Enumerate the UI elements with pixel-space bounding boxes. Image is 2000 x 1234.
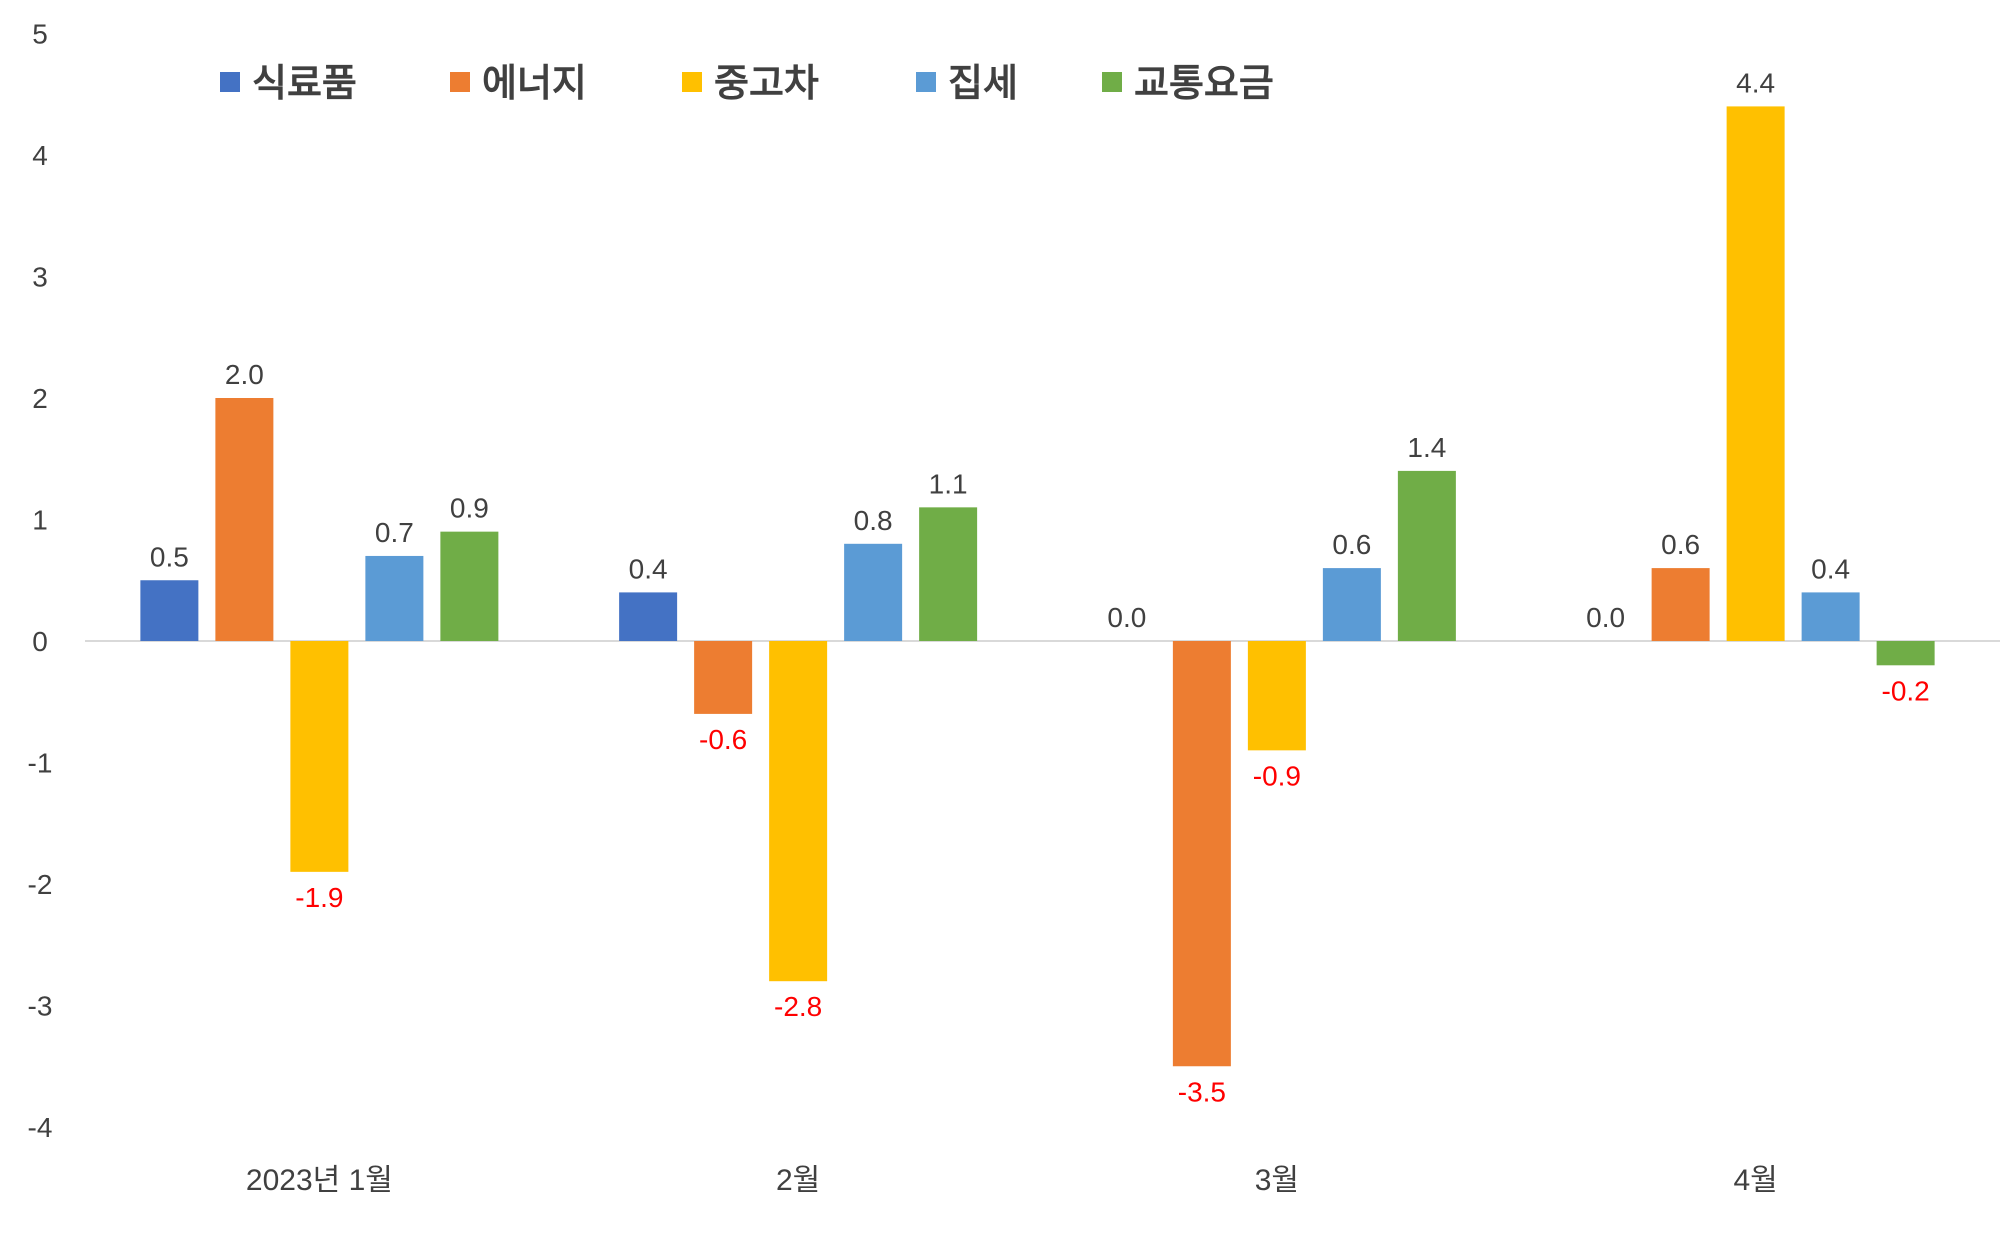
bar-3-2 xyxy=(769,641,828,982)
legend-label: 교통요금 xyxy=(1134,61,1274,105)
y-tick-label: 0 xyxy=(32,626,48,657)
data-label: -2.8 xyxy=(774,991,822,1022)
data-label: 2.0 xyxy=(225,359,264,390)
bar-4-4 xyxy=(1801,592,1860,641)
data-label: 0.5 xyxy=(150,541,189,572)
data-label: 0.0 xyxy=(1107,602,1146,633)
legend-swatch xyxy=(682,72,702,92)
data-label: 0.9 xyxy=(450,493,489,524)
data-label: 0.0 xyxy=(1586,602,1625,633)
y-tick-label: 3 xyxy=(32,262,48,293)
data-label: 0.4 xyxy=(1811,553,1850,584)
data-label: -1.9 xyxy=(295,882,343,913)
legend-swatch xyxy=(916,72,936,92)
data-labels: 0.5 2.0 -1.9 0.7 0.9 0.4 -0.6 -2.8 0.8 1.1 0.0 -3.5… xyxy=(150,67,1930,1107)
bar-3-1 xyxy=(290,641,349,872)
bar-5-3 xyxy=(1397,470,1456,641)
bar-1-1 xyxy=(140,580,199,641)
data-label: -0.2 xyxy=(1882,675,1930,706)
y-tick-label: 5 xyxy=(32,19,48,50)
data-label: 1.1 xyxy=(929,468,968,499)
y-axis-ticks: 5 4 3 2 1 0 -1 -2 -3 -4 xyxy=(28,19,53,1144)
legend-swatch xyxy=(450,72,470,92)
bar-5-1 xyxy=(440,531,499,641)
data-label: -3.5 xyxy=(1178,1076,1226,1107)
bar-5-2 xyxy=(919,507,978,641)
legend-swatch xyxy=(1102,72,1122,92)
y-tick-label: -1 xyxy=(28,748,53,779)
legend: 식료품 에너지 중고차 집세 교통요금 xyxy=(220,61,1274,105)
y-tick-label: 2 xyxy=(32,383,48,414)
legend-label: 식료품 xyxy=(252,61,357,105)
data-label: 0.4 xyxy=(629,553,668,584)
y-tick-label: -2 xyxy=(28,869,53,900)
bar-3-4 xyxy=(1726,106,1785,641)
y-tick-label: 1 xyxy=(32,505,48,536)
data-label: 0.6 xyxy=(1661,529,1700,560)
bar-2-3 xyxy=(1172,641,1231,1067)
y-tick-label: -4 xyxy=(28,1112,53,1143)
bar-1-2 xyxy=(619,592,678,641)
bar-4-2 xyxy=(844,543,903,641)
x-category-label: 4월 xyxy=(1733,1164,1777,1197)
legend-swatch xyxy=(220,72,240,92)
bar-2-1 xyxy=(215,398,274,641)
bars xyxy=(140,106,1935,1067)
legend-label: 에너지 xyxy=(482,61,587,105)
x-category-label: 3월 xyxy=(1255,1164,1299,1197)
bar-4-1 xyxy=(365,555,424,641)
bar-2-4 xyxy=(1651,568,1710,641)
data-label: -0.6 xyxy=(699,724,747,755)
x-axis-categories: 2023년 1월 2월 3월 4월 xyxy=(246,1164,1778,1197)
x-category-label: 2월 xyxy=(776,1164,820,1197)
bar-2-2 xyxy=(694,641,753,714)
bar-4-3 xyxy=(1322,568,1381,641)
data-label: 0.8 xyxy=(854,505,893,536)
data-label: -0.9 xyxy=(1253,760,1301,791)
data-label: 0.6 xyxy=(1332,529,1371,560)
x-category-label: 2023년 1월 xyxy=(246,1164,393,1197)
legend-label: 중고차 xyxy=(714,61,819,105)
y-tick-label: -3 xyxy=(28,991,53,1022)
bar-5-4 xyxy=(1876,641,1935,666)
data-label: 4.4 xyxy=(1736,67,1775,98)
legend-label: 집세 xyxy=(948,61,1018,105)
y-tick-label: 4 xyxy=(32,140,48,171)
data-label: 0.7 xyxy=(375,517,414,548)
bar-3-3 xyxy=(1247,641,1306,751)
data-label: 1.4 xyxy=(1407,432,1446,463)
